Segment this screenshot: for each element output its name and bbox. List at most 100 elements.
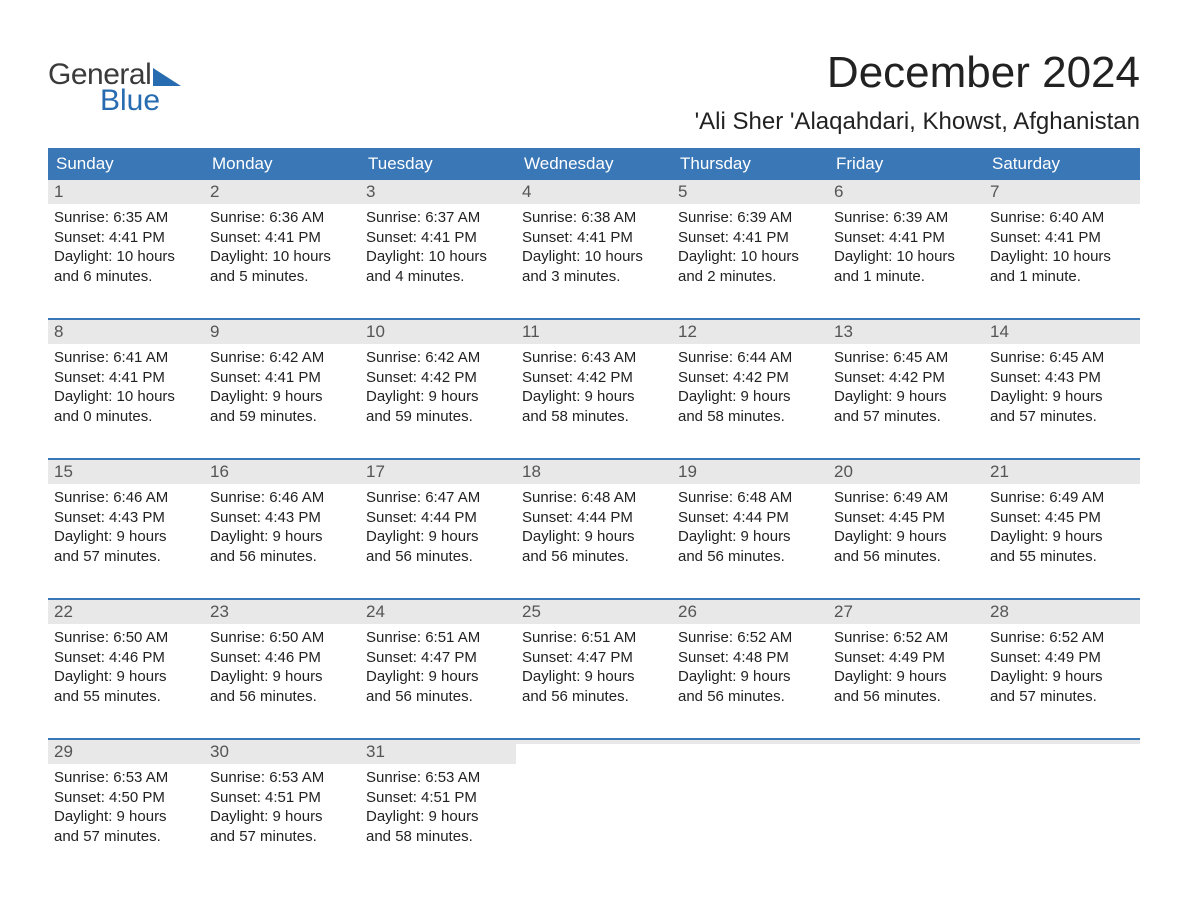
sunset-line: Sunset: 4:41 PM bbox=[522, 228, 666, 248]
sunrise-line: Sunrise: 6:50 AM bbox=[54, 628, 198, 648]
day-cell: 20Sunrise: 6:49 AMSunset: 4:45 PMDayligh… bbox=[828, 460, 984, 580]
day-number-strip: 6 bbox=[828, 180, 984, 204]
day-header-fri: Friday bbox=[828, 148, 984, 180]
day-header-sun: Sunday bbox=[48, 148, 204, 180]
sunset-line: Sunset: 4:44 PM bbox=[366, 508, 510, 528]
sunset-line: Sunset: 4:43 PM bbox=[990, 368, 1134, 388]
day-body: Sunrise: 6:42 AMSunset: 4:41 PMDaylight:… bbox=[204, 344, 360, 434]
day-body bbox=[984, 744, 1140, 756]
day-number: 1 bbox=[48, 180, 204, 204]
title-block: December 2024 'Ali Sher 'Alaqahdari, Kho… bbox=[695, 48, 1140, 136]
day-number: 26 bbox=[672, 600, 828, 624]
day-cell: 25Sunrise: 6:51 AMSunset: 4:47 PMDayligh… bbox=[516, 600, 672, 720]
day-number-strip: 4 bbox=[516, 180, 672, 204]
day-body: Sunrise: 6:44 AMSunset: 4:42 PMDaylight:… bbox=[672, 344, 828, 434]
day-body: Sunrise: 6:51 AMSunset: 4:47 PMDaylight:… bbox=[516, 624, 672, 714]
sunrise-line: Sunrise: 6:46 AM bbox=[54, 488, 198, 508]
day-body: Sunrise: 6:41 AMSunset: 4:41 PMDaylight:… bbox=[48, 344, 204, 434]
sunrise-line: Sunrise: 6:46 AM bbox=[210, 488, 354, 508]
day-body: Sunrise: 6:52 AMSunset: 4:48 PMDaylight:… bbox=[672, 624, 828, 714]
daylight-line-2: and 57 minutes. bbox=[834, 407, 978, 427]
daylight-line-1: Daylight: 10 hours bbox=[366, 247, 510, 267]
sunset-line: Sunset: 4:43 PM bbox=[210, 508, 354, 528]
day-number-strip: 23 bbox=[204, 600, 360, 624]
daylight-line-2: and 59 minutes. bbox=[366, 407, 510, 427]
day-number: 6 bbox=[828, 180, 984, 204]
daylight-line-1: Daylight: 9 hours bbox=[522, 667, 666, 687]
daylight-line-1: Daylight: 9 hours bbox=[54, 807, 198, 827]
sunset-line: Sunset: 4:41 PM bbox=[210, 368, 354, 388]
day-number-strip: 14 bbox=[984, 320, 1140, 344]
daylight-line-1: Daylight: 10 hours bbox=[522, 247, 666, 267]
day-number: 21 bbox=[984, 460, 1140, 484]
daylight-line-1: Daylight: 10 hours bbox=[54, 247, 198, 267]
day-cell: 3Sunrise: 6:37 AMSunset: 4:41 PMDaylight… bbox=[360, 180, 516, 300]
day-cell: 26Sunrise: 6:52 AMSunset: 4:48 PMDayligh… bbox=[672, 600, 828, 720]
sunset-line: Sunset: 4:51 PM bbox=[366, 788, 510, 808]
day-cell: 15Sunrise: 6:46 AMSunset: 4:43 PMDayligh… bbox=[48, 460, 204, 580]
daylight-line-1: Daylight: 9 hours bbox=[366, 387, 510, 407]
day-body: Sunrise: 6:42 AMSunset: 4:42 PMDaylight:… bbox=[360, 344, 516, 434]
day-number: 2 bbox=[204, 180, 360, 204]
daylight-line-2: and 56 minutes. bbox=[834, 687, 978, 707]
sunset-line: Sunset: 4:41 PM bbox=[366, 228, 510, 248]
month-title: December 2024 bbox=[695, 48, 1140, 98]
daylight-line-1: Daylight: 9 hours bbox=[366, 667, 510, 687]
day-number-strip: 20 bbox=[828, 460, 984, 484]
day-number: 20 bbox=[828, 460, 984, 484]
day-header-row: Sunday Monday Tuesday Wednesday Thursday… bbox=[48, 148, 1140, 180]
day-header-thu: Thursday bbox=[672, 148, 828, 180]
day-number: 13 bbox=[828, 320, 984, 344]
day-body: Sunrise: 6:48 AMSunset: 4:44 PMDaylight:… bbox=[672, 484, 828, 574]
day-body: Sunrise: 6:48 AMSunset: 4:44 PMDaylight:… bbox=[516, 484, 672, 574]
day-header-mon: Monday bbox=[204, 148, 360, 180]
day-number: 14 bbox=[984, 320, 1140, 344]
day-header-tue: Tuesday bbox=[360, 148, 516, 180]
sunset-line: Sunset: 4:42 PM bbox=[678, 368, 822, 388]
day-number: 15 bbox=[48, 460, 204, 484]
day-number: 16 bbox=[204, 460, 360, 484]
day-body: Sunrise: 6:35 AMSunset: 4:41 PMDaylight:… bbox=[48, 204, 204, 294]
sunrise-line: Sunrise: 6:44 AM bbox=[678, 348, 822, 368]
day-cell: 28Sunrise: 6:52 AMSunset: 4:49 PMDayligh… bbox=[984, 600, 1140, 720]
day-cell: 4Sunrise: 6:38 AMSunset: 4:41 PMDaylight… bbox=[516, 180, 672, 300]
day-number-strip: 21 bbox=[984, 460, 1140, 484]
day-number: 12 bbox=[672, 320, 828, 344]
daylight-line-1: Daylight: 9 hours bbox=[210, 387, 354, 407]
sunset-line: Sunset: 4:48 PM bbox=[678, 648, 822, 668]
daylight-line-1: Daylight: 9 hours bbox=[834, 527, 978, 547]
sunset-line: Sunset: 4:41 PM bbox=[210, 228, 354, 248]
calendar-page: General Blue December 2024 'Ali Sher 'Al… bbox=[0, 0, 1188, 900]
day-number: 28 bbox=[984, 600, 1140, 624]
daylight-line-2: and 57 minutes. bbox=[54, 547, 198, 567]
daylight-line-2: and 57 minutes. bbox=[54, 827, 198, 847]
day-number: 7 bbox=[984, 180, 1140, 204]
logo: General Blue bbox=[48, 48, 181, 116]
sunset-line: Sunset: 4:41 PM bbox=[990, 228, 1134, 248]
daylight-line-2: and 58 minutes. bbox=[366, 827, 510, 847]
day-cell: 6Sunrise: 6:39 AMSunset: 4:41 PMDaylight… bbox=[828, 180, 984, 300]
sunrise-line: Sunrise: 6:53 AM bbox=[54, 768, 198, 788]
daylight-line-2: and 55 minutes. bbox=[54, 687, 198, 707]
daylight-line-1: Daylight: 9 hours bbox=[522, 527, 666, 547]
daylight-line-2: and 58 minutes. bbox=[522, 407, 666, 427]
day-cell: 14Sunrise: 6:45 AMSunset: 4:43 PMDayligh… bbox=[984, 320, 1140, 440]
day-body bbox=[828, 744, 984, 756]
day-number-strip: 24 bbox=[360, 600, 516, 624]
day-number-strip: 31 bbox=[360, 740, 516, 764]
calendar: Sunday Monday Tuesday Wednesday Thursday… bbox=[48, 148, 1140, 860]
daylight-line-2: and 5 minutes. bbox=[210, 267, 354, 287]
sunrise-line: Sunrise: 6:51 AM bbox=[366, 628, 510, 648]
day-body: Sunrise: 6:53 AMSunset: 4:51 PMDaylight:… bbox=[360, 764, 516, 854]
daylight-line-2: and 56 minutes. bbox=[210, 547, 354, 567]
sunset-line: Sunset: 4:42 PM bbox=[366, 368, 510, 388]
daylight-line-1: Daylight: 9 hours bbox=[210, 667, 354, 687]
daylight-line-2: and 57 minutes. bbox=[990, 407, 1134, 427]
week-row: 22Sunrise: 6:50 AMSunset: 4:46 PMDayligh… bbox=[48, 598, 1140, 720]
day-number-strip: 13 bbox=[828, 320, 984, 344]
daylight-line-2: and 56 minutes. bbox=[366, 547, 510, 567]
day-number-strip: 1 bbox=[48, 180, 204, 204]
sunrise-line: Sunrise: 6:49 AM bbox=[990, 488, 1134, 508]
day-number: 25 bbox=[516, 600, 672, 624]
day-number: 9 bbox=[204, 320, 360, 344]
